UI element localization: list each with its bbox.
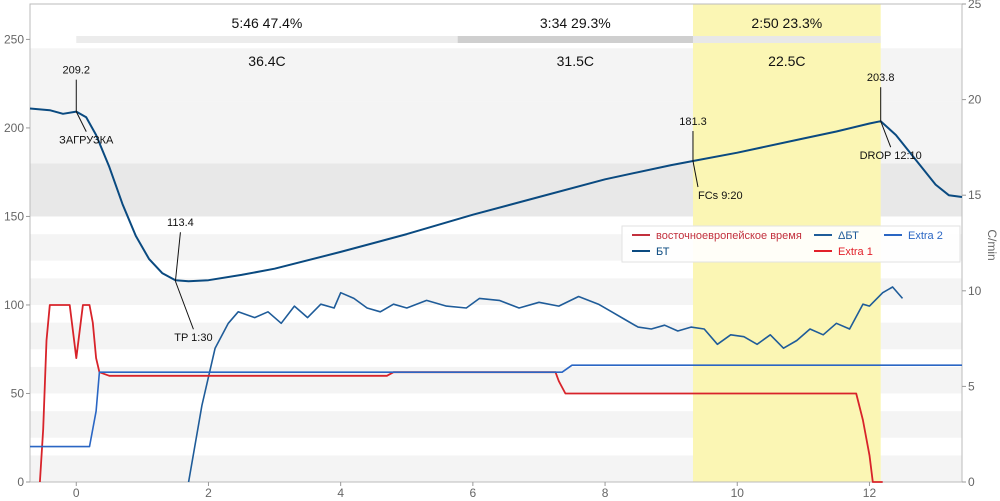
phase-bar-segment-0 <box>76 36 458 43</box>
phase-bar: 5:46 47.4% 36.4C 3:34 29.3% 31.5C 2:50 23.3%… <box>76 15 881 69</box>
phase-temp-1: 31.5C <box>557 53 594 69</box>
y-left-tick-label-0: 0 <box>17 475 24 489</box>
series-line-delta_bt <box>187 286 904 483</box>
annotation-value-2: 181.3 <box>679 116 707 128</box>
phase-time-percent-2: 2:50 23.3% <box>751 15 822 31</box>
x-tick-label-4: 4 <box>337 486 344 500</box>
y-right-tick-label-15: 15 <box>968 188 982 202</box>
x-tick-label-0: 0 <box>73 486 80 500</box>
x-tick-label-10: 10 <box>731 486 745 500</box>
annotation-value-leader-1 <box>174 232 181 282</box>
phase-temp-0: 36.4C <box>248 53 285 69</box>
y-right-tick-label-10: 10 <box>968 284 982 298</box>
legend-label-1[interactable]: БТ <box>656 246 670 258</box>
x-tick-label-8: 8 <box>602 486 609 500</box>
annotation-label-2: FCs 9:20 <box>698 190 743 202</box>
phase-temp-2: 22.5C <box>768 53 805 69</box>
x-tick-label-6: 6 <box>470 486 477 500</box>
y-left-tick-label-150: 150 <box>4 209 24 223</box>
annotation-label-0: ЗАГРУЗКА <box>59 135 114 147</box>
phase-time-percent-0: 5:46 47.4% <box>232 15 303 31</box>
y-right-tick-label-5: 5 <box>968 379 975 393</box>
phase-time-percent-1: 3:34 29.3% <box>540 15 611 31</box>
y-right-axis-label: C/min <box>985 229 999 260</box>
y-left-tick-label-200: 200 <box>4 121 24 135</box>
annotation-value-1: 113.4 <box>167 217 194 229</box>
annotation-label-leader-1 <box>174 281 194 330</box>
plot-frame <box>29 3 963 483</box>
legend[interactable]: восточноевропейское время БТ ΔБТ Extra 1 Ext… <box>621 225 961 263</box>
y-right-tick-label-20: 20 <box>968 93 982 107</box>
series-line-et <box>39 304 883 483</box>
annotation-label-leader-0 <box>75 111 87 132</box>
series-lines <box>29 107 963 483</box>
phase-bar-segment-2 <box>692 36 881 43</box>
series-line-extra2 <box>30 364 962 448</box>
legend-label-0[interactable]: восточноевропейское время <box>656 230 802 242</box>
y-left-tick-label-250: 250 <box>4 32 24 46</box>
annotation-label-leader-3 <box>880 121 892 148</box>
y-left-tick-label-100: 100 <box>4 298 24 312</box>
annotation-value-0: 209.2 <box>63 65 91 77</box>
phase-bar-segment-1 <box>457 36 693 43</box>
annotation-label-leader-2 <box>692 160 699 188</box>
y-left-tick-label-50: 50 <box>11 386 25 400</box>
x-tick-label-12: 12 <box>863 486 877 500</box>
legend-label-4[interactable]: Extra 2 <box>908 230 943 242</box>
y-right-tick-label-25: 25 <box>968 0 982 11</box>
y-right-tick-label-0: 0 <box>968 475 975 489</box>
legend-label-3[interactable]: Extra 1 <box>838 246 873 258</box>
legend-box <box>621 225 961 263</box>
series-line-bt <box>29 107 963 283</box>
annotation-label-3: DROP 12:10 <box>860 150 922 162</box>
legend-label-2[interactable]: ΔБТ <box>838 230 859 242</box>
annotation-label-1: TP 1:30 <box>174 332 212 344</box>
x-tick-label-2: 2 <box>205 486 212 500</box>
event-annotations: 209.2 ЗАГРУЗКА 113.4 TP 1:30 181.3 FCs 9:20 20… <box>59 65 922 345</box>
annotation-value-3: 203.8 <box>867 72 895 84</box>
